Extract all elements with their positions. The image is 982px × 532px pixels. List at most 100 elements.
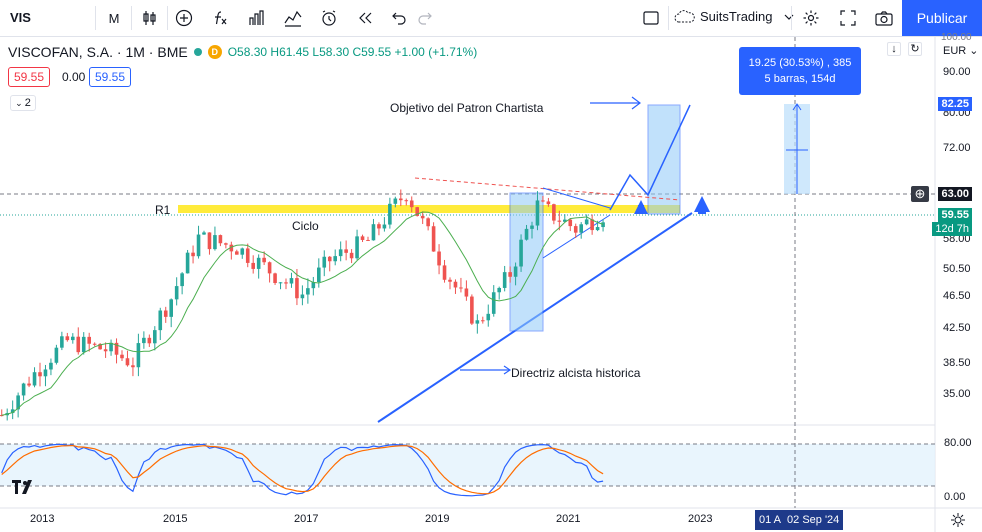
cursor-date-label: 01 A 02 Sep '24 — [755, 510, 843, 530]
market-status-icon — [193, 48, 202, 56]
candle-body — [76, 336, 81, 353]
sell-price-button[interactable]: 59.55 — [8, 67, 51, 87]
dashed-resistance-line[interactable] — [414, 177, 681, 201]
cycle-label[interactable]: Ciclo — [292, 219, 319, 233]
projected-path[interactable] — [609, 104, 691, 211]
indicators-fx-icon[interactable] — [209, 6, 231, 30]
candle-body — [163, 310, 168, 317]
candle-body — [399, 198, 403, 201]
candle-body — [109, 342, 113, 352]
target-label[interactable]: Objetivo del Patron Chartista — [390, 101, 544, 115]
candlestick-series[interactable] — [0, 189, 605, 421]
breakout-arrow-stem[interactable] — [638, 205, 644, 214]
candle-body — [541, 200, 545, 202]
candle-body — [437, 251, 441, 266]
candle-body — [87, 336, 91, 344]
compare-icon[interactable] — [281, 6, 305, 30]
r1-resistance-band[interactable] — [178, 205, 680, 213]
candle-body — [300, 294, 305, 299]
time-tick: 2013 — [30, 513, 55, 525]
legend-title[interactable]: VISCOFAN, S.A. · 1M · BME — [8, 44, 188, 60]
candle-body — [43, 369, 48, 377]
candle-body — [546, 201, 551, 205]
candle-body — [535, 200, 540, 226]
collapse-indicators-button[interactable]: ⌄ 2 — [10, 95, 36, 111]
triangle-lower-line[interactable] — [542, 214, 611, 259]
measure-bars: 5 barras, 154d — [764, 73, 836, 85]
candle-body — [481, 320, 485, 322]
candle-body — [420, 215, 425, 219]
time-tick: 2019 — [425, 513, 450, 525]
symbol-search[interactable]: VIS — [10, 10, 31, 25]
candle-body — [360, 236, 365, 240]
r1-label[interactable]: R1 — [155, 203, 171, 217]
layout-icon[interactable] — [640, 6, 662, 30]
candle-body — [568, 219, 573, 227]
add-alert-plus-icon[interactable]: ⊕ — [911, 186, 929, 202]
candle-body — [125, 358, 130, 366]
candle-body — [120, 354, 124, 359]
price-tick: 72.00 — [943, 142, 971, 154]
candle-body — [202, 232, 206, 235]
candle-body — [470, 296, 474, 324]
sync-icon[interactable]: ↻ — [908, 42, 922, 56]
trendline-label[interactable]: Directriz alcista historica — [511, 366, 641, 380]
arrow-head[interactable] — [503, 365, 512, 375]
legend-ohlc: O58.30 H61.45 L58.30 C59.55 +1.00 (+1.71… — [227, 45, 478, 59]
undo-icon[interactable] — [388, 6, 410, 30]
candle-body — [404, 200, 409, 202]
financials-icon[interactable] — [245, 6, 267, 30]
candle-body — [278, 282, 283, 284]
spread-value: 0.00 — [62, 70, 86, 84]
arrow-head[interactable] — [631, 96, 641, 110]
triangle-upper-line[interactable] — [542, 187, 611, 209]
candle-body — [289, 278, 294, 284]
candle-body — [114, 342, 119, 355]
candle-body — [519, 239, 523, 267]
candle-body — [530, 225, 534, 229]
candle-body — [16, 395, 20, 410]
settings-gear-icon[interactable] — [800, 6, 822, 30]
candle-body — [393, 198, 398, 204]
candle-body — [256, 257, 261, 269]
candle-body — [131, 365, 135, 368]
alert-icon[interactable] — [318, 6, 340, 30]
redo-icon[interactable] — [414, 6, 436, 30]
buy-price-button[interactable]: 59.55 — [89, 67, 132, 87]
camera-icon[interactable] — [872, 6, 896, 30]
candle-body — [366, 239, 370, 241]
candle-body — [218, 235, 223, 244]
candle-body — [65, 336, 70, 341]
candle-body — [338, 249, 343, 257]
scroll-down-arrow-icon[interactable]: ↓ — [887, 42, 901, 56]
user-name: SuitsTrading — [700, 9, 773, 24]
candle-body — [284, 282, 288, 284]
time-tick: 2015 — [163, 513, 188, 525]
candle-body — [213, 235, 217, 250]
candle-body — [453, 281, 458, 288]
currency-selector[interactable]: EUR ⌄ — [943, 45, 979, 57]
add-indicator-icon[interactable] — [173, 6, 195, 30]
candle-body — [508, 272, 512, 277]
separator — [791, 6, 792, 30]
candle-body — [382, 224, 387, 229]
candle-body — [71, 336, 75, 341]
replay-icon[interactable] — [354, 6, 376, 30]
candle-body — [54, 347, 59, 363]
candle-body — [355, 236, 359, 259]
fullscreen-icon[interactable] — [837, 6, 859, 30]
tradingview-logo-icon — [12, 480, 32, 494]
time-axis-settings-icon[interactable] — [951, 513, 965, 527]
candle-body — [513, 266, 518, 277]
candle-body — [486, 313, 491, 321]
candle-body — [448, 279, 452, 282]
osc-tick-80: 80.00 — [944, 437, 972, 449]
breakout-arrow-stem[interactable] — [698, 204, 706, 214]
stochastic-k-line — [1, 443, 604, 497]
interval-button[interactable]: M — [108, 10, 120, 26]
publish-button[interactable]: Publicar — [902, 0, 982, 36]
candle-style-icon[interactable] — [139, 6, 161, 30]
candle-body — [81, 336, 86, 353]
target-price-tag: 82.25 — [938, 97, 972, 111]
